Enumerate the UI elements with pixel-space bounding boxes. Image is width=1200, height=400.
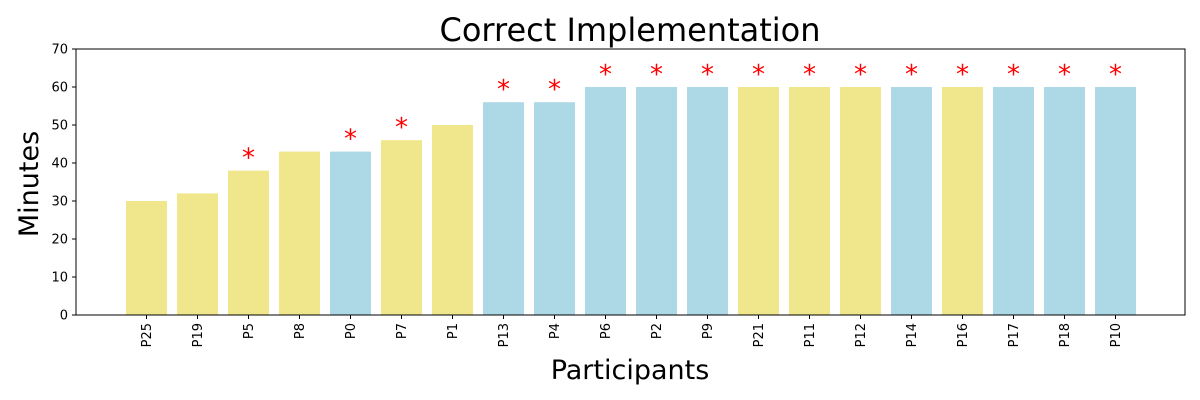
y-tick-label: 0: [60, 309, 68, 324]
marker-p9: *: [701, 60, 714, 90]
x-tick-label: P14: [905, 323, 920, 347]
marker-p21: *: [752, 60, 765, 90]
bar-p21: [738, 87, 779, 315]
bars-group: [126, 87, 1136, 315]
bar-p13: [483, 102, 524, 315]
marker-p0: *: [344, 125, 357, 155]
x-tick-label: P4: [548, 323, 563, 339]
x-tick-label: P12: [854, 323, 869, 347]
bar-p10: [1095, 87, 1136, 315]
y-tick-label: 50: [51, 119, 68, 134]
bar-p7: [381, 140, 422, 315]
x-tick-label: P17: [1007, 323, 1022, 347]
marker-p12: *: [854, 60, 867, 90]
marker-p17: *: [1007, 60, 1020, 90]
bar-p17: [993, 87, 1034, 315]
bar-p11: [789, 87, 830, 315]
bar-p2: [636, 87, 677, 315]
y-tick-label: 40: [51, 157, 68, 172]
marker-p10: *: [1109, 60, 1122, 90]
x-axis: P25 P19 P5 P8 P0 P7 P1 P13 P4 P6 P2 P9 P21 P11 P12 P14 P…: [140, 315, 1124, 347]
bar-p6: [585, 87, 626, 315]
x-tick-label: P8: [293, 323, 308, 339]
marker-p11: *: [803, 60, 816, 90]
y-tick-label: 70: [51, 43, 68, 58]
marker-p16: *: [956, 60, 969, 90]
bar-p19: [177, 193, 218, 315]
marker-p18: *: [1058, 60, 1071, 90]
x-tick-label: P13: [497, 323, 512, 347]
marker-p5: *: [242, 144, 255, 174]
y-tick-label: 30: [51, 195, 68, 210]
x-tick-label: P5: [242, 323, 257, 339]
marker-p7: *: [395, 113, 408, 143]
bar-p9: [687, 87, 728, 315]
bar-p5: [228, 170, 269, 315]
x-tick-label: P19: [191, 323, 206, 347]
x-tick-label: P10: [1109, 323, 1124, 347]
marker-p14: *: [905, 60, 918, 90]
bar-p14: [891, 87, 932, 315]
marker-p4: *: [548, 75, 561, 105]
x-tick-label: P7: [395, 323, 410, 339]
bar-p18: [1044, 87, 1085, 315]
y-tick-label: 10: [51, 271, 68, 286]
bar-p25: [126, 201, 167, 315]
bar-p0: [330, 151, 371, 315]
x-tick-label: P9: [701, 323, 716, 339]
x-tick-label: P18: [1058, 323, 1073, 347]
x-tick-label: P2: [650, 323, 665, 339]
y-axis: 0 10 20 30 40 50 60 70: [51, 43, 76, 324]
x-tick-label: P16: [956, 323, 971, 347]
y-tick-label: 60: [51, 81, 68, 96]
x-tick-label: P11: [803, 323, 818, 347]
marker-p13: *: [497, 75, 510, 105]
x-tick-label: P0: [344, 323, 359, 339]
x-tick-label: P21: [752, 323, 767, 347]
bar-p16: [942, 87, 983, 315]
x-tick-label: P1: [446, 323, 461, 339]
marker-p2: *: [650, 60, 663, 90]
x-tick-label: P25: [140, 323, 155, 347]
plot-frame: [75, 48, 1186, 316]
x-axis-label: Participants: [551, 355, 710, 386]
x-tick-label: P6: [599, 323, 614, 339]
bar-p12: [840, 87, 881, 315]
bar-p1: [432, 125, 473, 315]
marker-p6: *: [599, 60, 612, 90]
chart-title: Correct Implementation: [439, 11, 820, 49]
markers-group: * * * * * * * * * * * * * * * *: [242, 60, 1122, 174]
bar-p8: [279, 151, 320, 315]
y-tick-label: 20: [51, 233, 68, 248]
bar-p4: [534, 102, 575, 315]
y-axis-label: Minutes: [14, 131, 45, 237]
